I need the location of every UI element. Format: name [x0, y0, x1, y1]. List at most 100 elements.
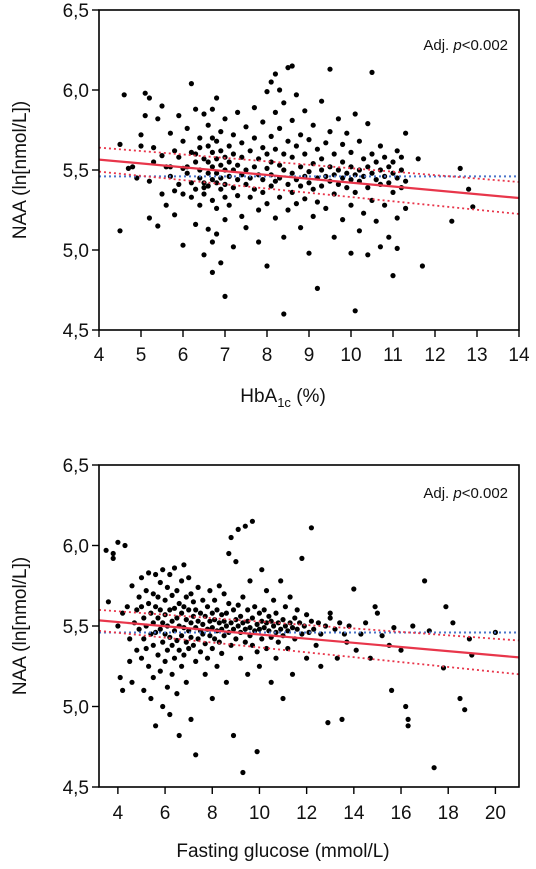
data-point [115, 539, 121, 545]
data-point [169, 642, 175, 648]
data-point [271, 623, 277, 629]
data-point [277, 87, 283, 93]
data-point [176, 181, 182, 187]
data-point [287, 594, 293, 600]
data-point [369, 151, 375, 157]
data-point [254, 649, 260, 655]
data-point [197, 135, 203, 141]
data-point [138, 143, 144, 149]
data-point [323, 140, 329, 146]
data-point [235, 602, 241, 608]
data-point [369, 69, 375, 75]
data-point [226, 600, 232, 607]
data-point [302, 196, 308, 202]
data-point [306, 137, 312, 143]
y-tick-label: 6,5 [63, 456, 89, 477]
data-point [110, 550, 116, 557]
data-point [335, 181, 341, 187]
data-point [201, 156, 207, 162]
data-point [264, 89, 270, 95]
data-point [141, 687, 147, 694]
data-point [222, 116, 228, 122]
data-point [261, 607, 267, 613]
data-point [169, 592, 175, 599]
data-point [256, 207, 262, 213]
data-point [186, 645, 192, 652]
y-tick-label: 6,0 [63, 537, 89, 558]
data-point [171, 565, 178, 571]
data-point [374, 610, 380, 616]
data-point [346, 623, 352, 629]
data-point [122, 542, 128, 549]
data-point [209, 645, 215, 652]
data-point [314, 146, 320, 152]
data-point [293, 201, 299, 207]
y-tick-label: 5,0 [63, 698, 89, 719]
data-point [136, 626, 142, 632]
data-point [249, 615, 255, 621]
data-point [205, 170, 211, 176]
data-point [319, 156, 325, 162]
data-point [268, 79, 274, 85]
data-point [214, 607, 220, 613]
data-point [239, 213, 245, 219]
data-point [304, 655, 310, 661]
data-point [272, 109, 278, 115]
data-point [146, 600, 152, 607]
x-tick-label: 8 [262, 345, 273, 366]
data-point [209, 239, 215, 245]
data-point [260, 189, 266, 195]
data-point [159, 153, 165, 159]
data-point [230, 185, 236, 191]
data-point [311, 626, 317, 632]
data-point [209, 269, 215, 275]
data-point [146, 215, 152, 221]
data-point [340, 159, 346, 165]
data-point [230, 607, 237, 613]
data-point [197, 649, 204, 655]
data-point [340, 141, 346, 147]
data-point [377, 244, 383, 250]
data-point [240, 594, 246, 600]
data-point [197, 175, 203, 181]
data-point [209, 625, 215, 631]
data-point [282, 623, 288, 629]
data-point [314, 285, 320, 291]
data-point [245, 607, 251, 613]
data-point [243, 124, 249, 130]
data-point [221, 633, 227, 639]
x-axis: 4 6 8 10 12 14 16 18 20 [113, 787, 506, 824]
data-point [146, 663, 152, 669]
data-point [110, 555, 116, 562]
data-point [353, 647, 359, 653]
data-point [207, 633, 213, 639]
data-point [138, 655, 145, 661]
data-point [209, 106, 215, 112]
data-point [314, 199, 320, 205]
data-point [273, 655, 279, 661]
data-point [155, 594, 161, 600]
data-point [340, 217, 346, 223]
data-point [171, 605, 178, 611]
data-point [222, 194, 228, 200]
data-point [117, 674, 123, 681]
data-point [256, 663, 262, 669]
data-point [251, 186, 257, 192]
data-point [285, 207, 291, 213]
data-point [251, 135, 257, 141]
x-tick-label: 10 [249, 803, 270, 824]
data-point [172, 212, 178, 218]
data-point [352, 308, 358, 314]
data-point [214, 205, 220, 211]
data-point [183, 639, 189, 645]
data-point [223, 679, 229, 685]
data-point [153, 571, 159, 578]
data-point [162, 631, 168, 637]
data-point [275, 620, 281, 626]
data-point [443, 604, 449, 610]
data-point [466, 186, 472, 192]
data-point [216, 639, 222, 645]
data-point [120, 687, 126, 694]
data-point [356, 228, 362, 234]
data-point [405, 716, 411, 723]
